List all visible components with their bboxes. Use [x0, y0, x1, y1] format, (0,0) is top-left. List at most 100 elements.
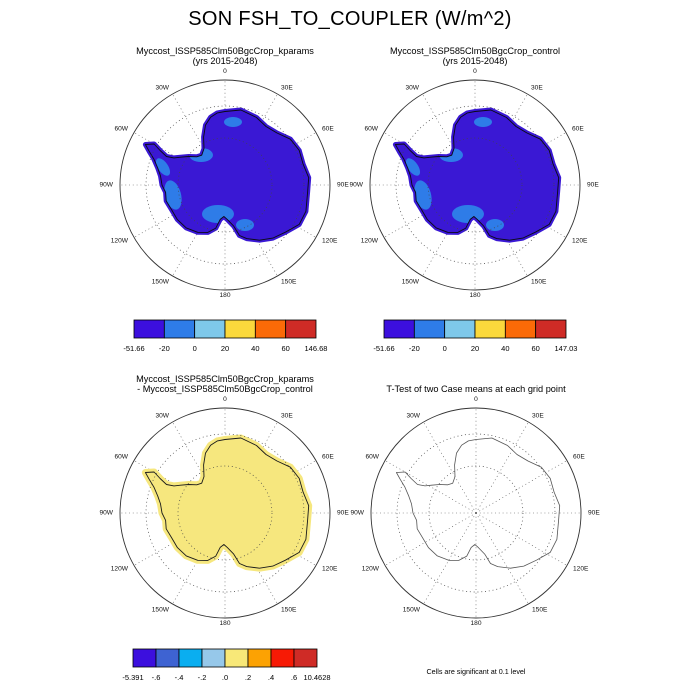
- lonlat-label-150E: 150E: [281, 607, 297, 614]
- map-group-diff: [119, 407, 331, 619]
- panel-title-line: Myccost_ISSP585Clm50BgcCrop_kparams: [136, 374, 314, 384]
- lonlat-label-90E: 90E: [337, 182, 349, 189]
- colorbar-segment: [247, 648, 272, 668]
- colorbar-tick-label: 10.4628: [303, 673, 330, 682]
- colorbar-segment: [293, 648, 318, 668]
- lonlat-label-30E: 30E: [532, 413, 544, 420]
- panel-svg-ttest: T-Test of two Case means at each grid po…: [350, 384, 600, 676]
- lonlat-label-90E: 90E: [337, 510, 349, 517]
- colorbar-segment: [504, 319, 537, 339]
- lonlat-label-30E: 30E: [531, 85, 543, 92]
- colorbar-tick-label: 40: [501, 344, 509, 353]
- lonlat-label-30W: 30W: [406, 413, 420, 420]
- colorbar-segment: [285, 319, 317, 339]
- colorbar-tick-label: 147.03: [555, 344, 578, 353]
- ice-shelf-patch: [202, 205, 234, 223]
- map-boundary-circle: [370, 407, 582, 619]
- colorbar-tick-label: -20: [409, 344, 420, 353]
- map-group-control: [369, 79, 581, 291]
- lonlat-label-120W: 120W: [111, 238, 129, 245]
- lonlat-label-60W: 60W: [365, 454, 379, 461]
- ice-shelf-patch: [414, 180, 432, 210]
- map-boundary-circle: [119, 407, 331, 619]
- panel-svg-diff: Myccost_ISSP585Clm50BgcCrop_kparams- Myc…: [99, 374, 349, 682]
- panel-diff: Myccost_ISSP585Clm50BgcCrop_kparams - Myc…: [50, 368, 400, 698]
- lonlat-label-60E: 60E: [573, 454, 585, 461]
- colorbar-segment: [163, 319, 196, 339]
- antarctica-fill: [392, 107, 562, 243]
- panel-title-line: Myccost_ISSP585Clm50BgcCrop_control: [390, 46, 560, 56]
- ice-shelf-patch: [452, 205, 484, 223]
- colorbar-segment: [383, 319, 415, 339]
- map-group-ttest: [370, 407, 582, 619]
- lonlat-label-150W: 150W: [152, 279, 170, 286]
- lonlat-label-150W: 150W: [402, 279, 420, 286]
- lonlat-label-120W: 120W: [361, 238, 379, 245]
- colorbar-tick-label: .2: [245, 673, 251, 682]
- colorbar-tick-label: -5.391: [122, 673, 143, 682]
- colorbar-segment: [133, 319, 165, 339]
- lonlat-label-90W: 90W: [99, 182, 113, 189]
- lonlat-label-120E: 120E: [322, 238, 338, 245]
- panel-title-line: - Myccost_ISSP585Clm50BgcCrop_control: [137, 384, 313, 394]
- lonlat-label-0: 0: [473, 68, 477, 75]
- colorbar-tick-label: -51.66: [123, 344, 144, 353]
- lonlat-label-150E: 150E: [281, 279, 297, 286]
- lonlat-label-60E: 60E: [322, 126, 334, 133]
- colorbar-tick-label: 146.68: [305, 344, 328, 353]
- colorbar-tick-label: 60: [281, 344, 289, 353]
- lonlat-label-30E: 30E: [281, 413, 293, 420]
- colorbar-control: -51.66 -20 0 20 40 60 147.03: [373, 319, 578, 353]
- colorbar-tick-label: 0: [193, 344, 197, 353]
- colorbar-segment: [224, 319, 256, 339]
- lonlat-label-120E: 120E: [322, 566, 338, 573]
- lonlat-label-90W: 90W: [99, 510, 113, 517]
- map-boundary-circle: [119, 79, 331, 291]
- colorbar-tick-label: 20: [221, 344, 229, 353]
- lonlat-label-120W: 120W: [111, 566, 129, 573]
- lonlat-label-150W: 150W: [403, 607, 421, 614]
- ice-shelf-patch: [474, 117, 492, 127]
- lonlat-label-120E: 120E: [573, 566, 589, 573]
- colorbar-tick-label: 0: [443, 344, 447, 353]
- panel-title-line: (yrs 2015-2048): [193, 56, 258, 66]
- meridian-grid: [120, 80, 330, 290]
- lonlat-label-90W: 90W: [350, 510, 364, 517]
- lonlat-label-0: 0: [223, 68, 227, 75]
- lonlat-label-30E: 30E: [281, 85, 293, 92]
- map-boundary-circle: [369, 79, 581, 291]
- panel-svg-control: Myccost_ISSP585Clm50BgcCrop_control(yrs …: [349, 46, 599, 353]
- figure-title: SON FSH_TO_COUPLER (W/m^2): [188, 8, 512, 30]
- colorbar-diff: -5.391 -.6 -.4 -.2 .0 .2 .4 .6 10.4628: [122, 648, 331, 682]
- antarctica-coastline: [394, 109, 560, 241]
- antarctica-fill: [141, 434, 313, 572]
- lonlat-label-180: 180: [219, 620, 230, 627]
- lonlat-label-180: 180: [469, 292, 480, 299]
- colorbar-segment: [201, 648, 226, 668]
- antarctica-coastline: [144, 437, 310, 569]
- ice-shelf-patch: [236, 219, 254, 231]
- latitude-circle-outer: [395, 105, 555, 265]
- latitude-circle-outer: [396, 433, 556, 593]
- ice-shelf-patch: [155, 158, 171, 176]
- latitude-circle-inner: [428, 465, 524, 561]
- colorbar-tick-label: 20: [471, 344, 479, 353]
- ice-shelf-patch: [405, 158, 421, 176]
- colorbar-segment: [178, 648, 203, 668]
- map-group-kparams: [119, 79, 331, 291]
- lonlat-label-0: 0: [474, 396, 478, 403]
- colorbar-tick-label: -.2: [198, 673, 207, 682]
- latitude-circle-inner: [177, 137, 273, 233]
- lonlat-label-180: 180: [219, 292, 230, 299]
- colorbar-segment: [224, 648, 249, 668]
- lonlat-label-60W: 60W: [364, 126, 378, 133]
- panel-svg-kparams: Myccost_ISSP585Clm50BgcCrop_kparams(yrs …: [99, 46, 349, 353]
- latitude-circle-inner: [177, 465, 273, 561]
- colorbar-tick-label: .6: [291, 673, 297, 682]
- panel-control: Myccost_ISSP585Clm50BgcCrop_control (yrs …: [300, 40, 650, 370]
- lonlat-label-90E: 90E: [588, 510, 600, 517]
- colorbar-kparams: -51.66 -20 0 20 40 60 146.68: [123, 319, 328, 353]
- antarctica-coastline: [144, 109, 310, 241]
- colorbar-tick-label: 60: [531, 344, 539, 353]
